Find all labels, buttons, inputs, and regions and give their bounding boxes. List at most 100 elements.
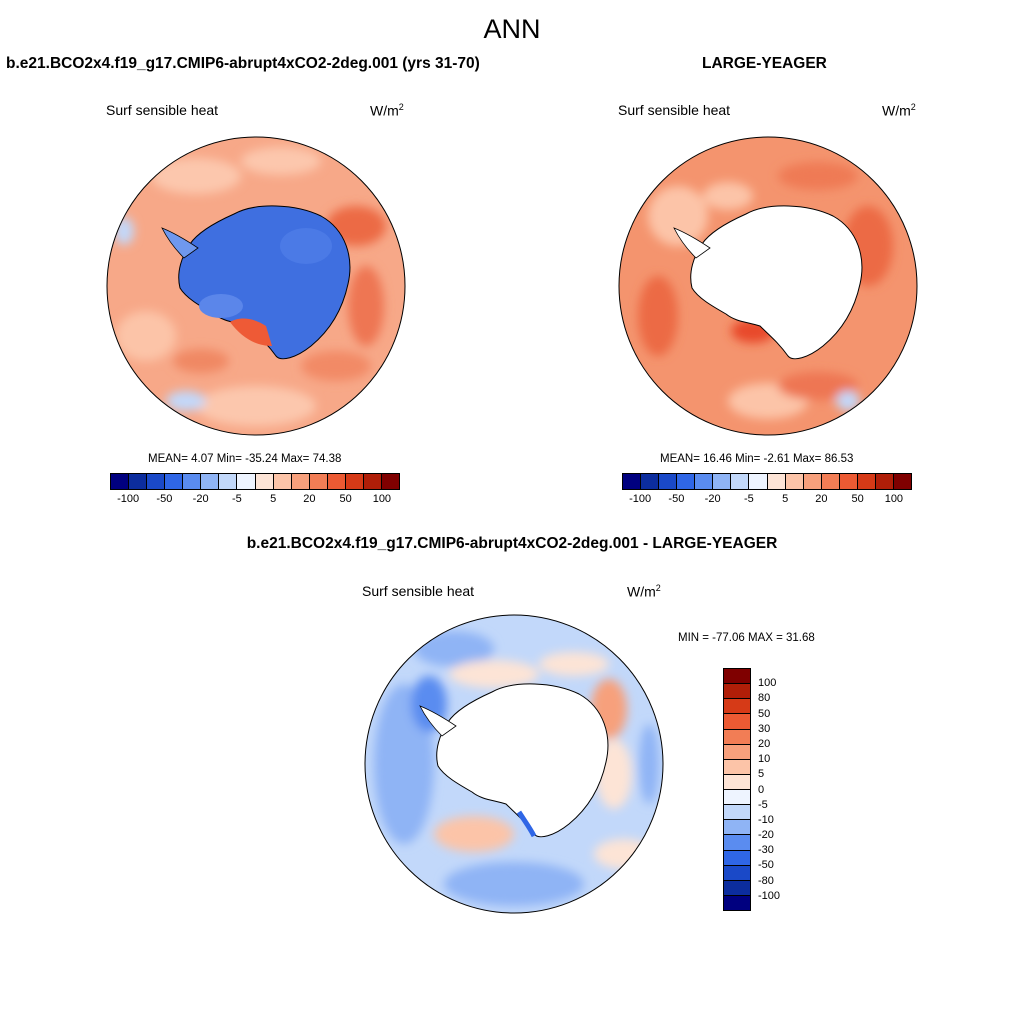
colorbar-swatch — [165, 474, 184, 489]
colorbar-swatch — [273, 474, 292, 489]
bottom-panel-title: b.e21.BCO2x4.f19_g17.CMIP6-abrupt4xCO2-2… — [246, 535, 778, 552]
right-polar-map — [618, 136, 918, 436]
colorbar-swatch — [291, 474, 310, 489]
colorbar-swatch — [111, 474, 130, 489]
left-variable-label: Surf sensible heat — [106, 102, 219, 118]
colorbar-swatch — [641, 474, 660, 489]
colorbar-tick-label: 100 — [372, 493, 392, 505]
bottom-colorbar-ticks: 100 80 50 30 20 10 5 0 -5 -10 -20 -30 -50 -80 -100 — [758, 668, 818, 911]
colorbar-swatch — [129, 474, 148, 489]
colorbar-swatch — [749, 474, 768, 489]
colorbar-tick-label: -5 — [758, 798, 768, 811]
colorbar-swatch — [724, 850, 750, 866]
colorbar-swatch — [219, 474, 238, 489]
colorbar-swatch — [677, 474, 696, 489]
colorbar-tick-label: 10 — [758, 753, 771, 766]
colorbar-swatch — [147, 474, 166, 489]
colorbar-tick-label: 100 — [758, 677, 777, 690]
colorbar-swatch — [803, 474, 822, 489]
figure-title: ANN — [483, 14, 541, 44]
bottom-variable-label: Surf sensible heat — [362, 583, 475, 599]
right-colorbar — [622, 473, 912, 490]
colorbar-swatch — [363, 474, 382, 489]
left-panel-title: b.e21.BCO2x4.f19_g17.CMIP6-abrupt4xCO2-2… — [6, 55, 480, 72]
colorbar-tick-label: 50 — [758, 707, 771, 720]
colorbar-tick-label: 50 — [339, 493, 352, 505]
colorbar-swatch — [724, 759, 750, 775]
colorbar-tick-label: 20 — [815, 493, 828, 505]
colorbar-swatch — [381, 474, 399, 489]
colorbar-swatch — [724, 729, 750, 745]
colorbar-tick-label: 5 — [782, 493, 789, 505]
right-colorbar-ticks: -100 -50 -20 -5 5 20 50 100 — [622, 493, 912, 509]
colorbar-swatch — [724, 790, 750, 806]
colorbar-swatch — [695, 474, 714, 489]
colorbar-tick-label: -20 — [192, 493, 209, 505]
colorbar-tick-label: 0 — [758, 783, 765, 796]
colorbar-swatch — [724, 774, 750, 790]
colorbar-swatch — [839, 474, 858, 489]
colorbar-swatch — [724, 865, 750, 881]
colorbar-tick-label: -30 — [758, 844, 774, 857]
bottom-units-label: W/m2 — [627, 583, 661, 600]
colorbar-swatch — [623, 474, 642, 489]
colorbar-swatch — [893, 474, 911, 489]
colorbar-tick-label: 20 — [758, 737, 771, 750]
colorbar-tick-label: -100 — [117, 493, 140, 505]
colorbar-swatch — [724, 714, 750, 730]
right-variable-label: Surf sensible heat — [618, 102, 731, 118]
left-colorbar-ticks: -100 -50 -20 -5 5 20 50 100 — [110, 493, 400, 509]
colorbar-swatch — [237, 474, 256, 489]
colorbar-swatch — [731, 474, 750, 489]
left-units-label: W/m2 — [370, 102, 404, 119]
colorbar-swatch — [724, 835, 750, 851]
colorbar-tick-label: -10 — [758, 813, 774, 826]
colorbar-swatch — [857, 474, 876, 489]
left-stats: MEAN= 4.07 Min= -35.24 Max= 74.38 — [148, 453, 342, 465]
colorbar-swatch — [821, 474, 840, 489]
colorbar-tick-label: 5 — [270, 493, 277, 505]
right-panel-title: LARGE-YEAGER — [702, 55, 827, 72]
colorbar-tick-label: -5 — [743, 493, 754, 505]
colorbar-swatch — [327, 474, 346, 489]
colorbar-tick-label: 100 — [884, 493, 904, 505]
colorbar-tick-label: 30 — [758, 722, 771, 735]
colorbar-swatch — [785, 474, 804, 489]
colorbar-swatch — [201, 474, 220, 489]
colorbar-tick-label: 80 — [758, 692, 771, 705]
colorbar-swatch — [724, 880, 750, 896]
colorbar-swatch — [875, 474, 894, 489]
colorbar-swatch — [724, 684, 750, 700]
left-polar-map — [106, 136, 406, 436]
colorbar-swatch — [255, 474, 274, 489]
colorbar-swatch — [724, 820, 750, 836]
colorbar-tick-label: -50 — [758, 859, 774, 872]
right-stats: MEAN= 16.46 Min= -2.61 Max= 86.53 — [660, 453, 854, 465]
colorbar-swatch — [345, 474, 364, 489]
left-colorbar — [110, 473, 400, 490]
colorbar-swatch — [724, 805, 750, 821]
colorbar-swatch — [767, 474, 786, 489]
colorbar-swatch — [724, 699, 750, 715]
bottom-stats: MIN = -77.06 MAX = 31.68 — [678, 632, 815, 644]
colorbar-swatch — [309, 474, 328, 489]
colorbar-tick-label: 20 — [303, 493, 316, 505]
colorbar-tick-label: -100 — [629, 493, 652, 505]
right-units-label: W/m2 — [882, 102, 916, 119]
colorbar-swatch — [724, 744, 750, 760]
colorbar-tick-label: 5 — [758, 768, 765, 781]
colorbar-swatch — [183, 474, 202, 489]
bottom-colorbar — [723, 668, 751, 911]
colorbar-tick-label: -20 — [758, 829, 774, 842]
colorbar-swatch — [659, 474, 678, 489]
colorbar-tick-label: -50 — [668, 493, 685, 505]
colorbar-swatch — [724, 669, 750, 685]
colorbar-tick-label: -5 — [231, 493, 242, 505]
bottom-polar-map — [364, 614, 664, 914]
colorbar-tick-label: -50 — [156, 493, 173, 505]
colorbar-tick-label: -20 — [704, 493, 721, 505]
colorbar-swatch — [724, 895, 750, 910]
colorbar-swatch — [713, 474, 732, 489]
colorbar-tick-label: -80 — [758, 874, 774, 887]
colorbar-tick-label: -100 — [758, 889, 781, 902]
